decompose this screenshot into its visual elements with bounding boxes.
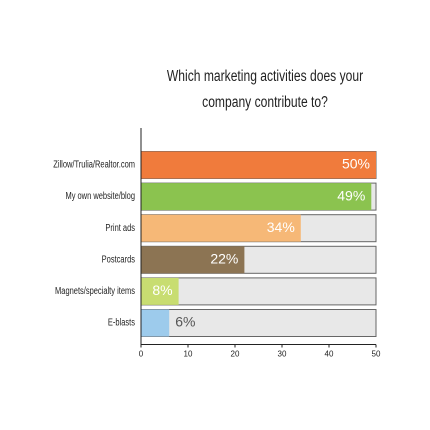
category-label: Zillow/Trulia/Realtor.com <box>53 159 135 170</box>
value-label: 6% <box>175 314 195 330</box>
bar <box>141 309 170 337</box>
bar <box>141 246 245 274</box>
x-tick-label: 50 <box>372 350 381 359</box>
value-label: 34% <box>267 219 295 235</box>
x-tick-label: 0 <box>139 350 144 359</box>
x-tick-label: 10 <box>184 350 193 359</box>
bar-track <box>140 277 377 306</box>
chart-title: Which marketing activities does your com… <box>166 68 364 111</box>
x-tick-label: 30 <box>278 350 287 359</box>
value-label: 8% <box>152 282 172 298</box>
value-label: 49% <box>337 187 365 203</box>
category-label: My own website/blog <box>65 190 135 201</box>
bar <box>141 277 179 305</box>
bar <box>141 214 301 242</box>
value-label: 50% <box>342 156 370 172</box>
x-tick-label: 40 <box>325 350 334 359</box>
category-label: Postcards <box>102 253 136 264</box>
category-label: E-blasts <box>108 317 136 328</box>
category-label: Magnets/specialty items <box>55 285 135 296</box>
category-label: Print ads <box>105 222 135 233</box>
bar <box>141 151 376 179</box>
bar <box>141 183 372 211</box>
bar-track <box>140 309 377 337</box>
value-label: 22% <box>210 251 238 267</box>
x-tick-label: 20 <box>231 350 240 359</box>
